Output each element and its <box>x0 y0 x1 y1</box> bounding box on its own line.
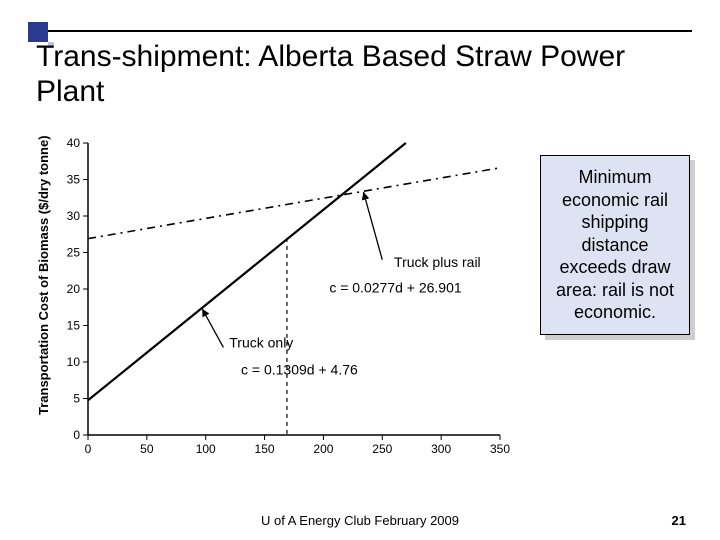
footer: U of A Energy Club February 2009 <box>0 513 720 528</box>
svg-text:0: 0 <box>85 442 92 456</box>
callout-box: Minimum economic rail shipping distance … <box>540 155 690 335</box>
svg-text:350: 350 <box>490 442 510 456</box>
svg-text:50: 50 <box>140 442 154 456</box>
svg-text:35: 35 <box>67 173 81 187</box>
svg-text:250: 250 <box>372 442 392 456</box>
footer-text: U of A Energy Club February 2009 <box>261 513 459 528</box>
svg-text:Truck only: Truck only <box>229 334 293 350</box>
svg-text:40: 40 <box>67 136 81 150</box>
svg-text:25: 25 <box>67 246 81 260</box>
callout-text: Minimum economic rail shipping distance … <box>540 155 690 335</box>
line-chart: 0 50 100 150 200 250 300 350 0 5 10 15 20 25 30 35 40 Tru… <box>40 135 510 465</box>
svg-text:5: 5 <box>73 392 80 406</box>
chart-area: 0 50 100 150 200 250 300 350 0 5 10 15 20 25 30 35 40 Tru… <box>40 135 510 465</box>
svg-text:Truck plus rail: Truck plus rail <box>394 254 481 270</box>
svg-text:300: 300 <box>431 442 451 456</box>
svg-text:30: 30 <box>67 209 81 223</box>
svg-text:15: 15 <box>67 319 81 333</box>
svg-text:c = 0.0277d + 26.901: c = 0.0277d + 26.901 <box>329 280 462 296</box>
svg-text:0: 0 <box>73 428 80 442</box>
svg-text:10: 10 <box>67 355 81 369</box>
svg-text:20: 20 <box>67 282 81 296</box>
slide-title: Trans-shipment: Alberta Based Straw Powe… <box>36 40 684 109</box>
svg-text:200: 200 <box>313 442 333 456</box>
page-number: 21 <box>672 513 686 528</box>
svg-text:150: 150 <box>255 442 275 456</box>
svg-text:100: 100 <box>196 442 216 456</box>
title-rule <box>48 30 692 32</box>
accent-square <box>28 22 48 42</box>
svg-text:c = 0.1309d + 4.76: c = 0.1309d + 4.76 <box>241 361 358 377</box>
